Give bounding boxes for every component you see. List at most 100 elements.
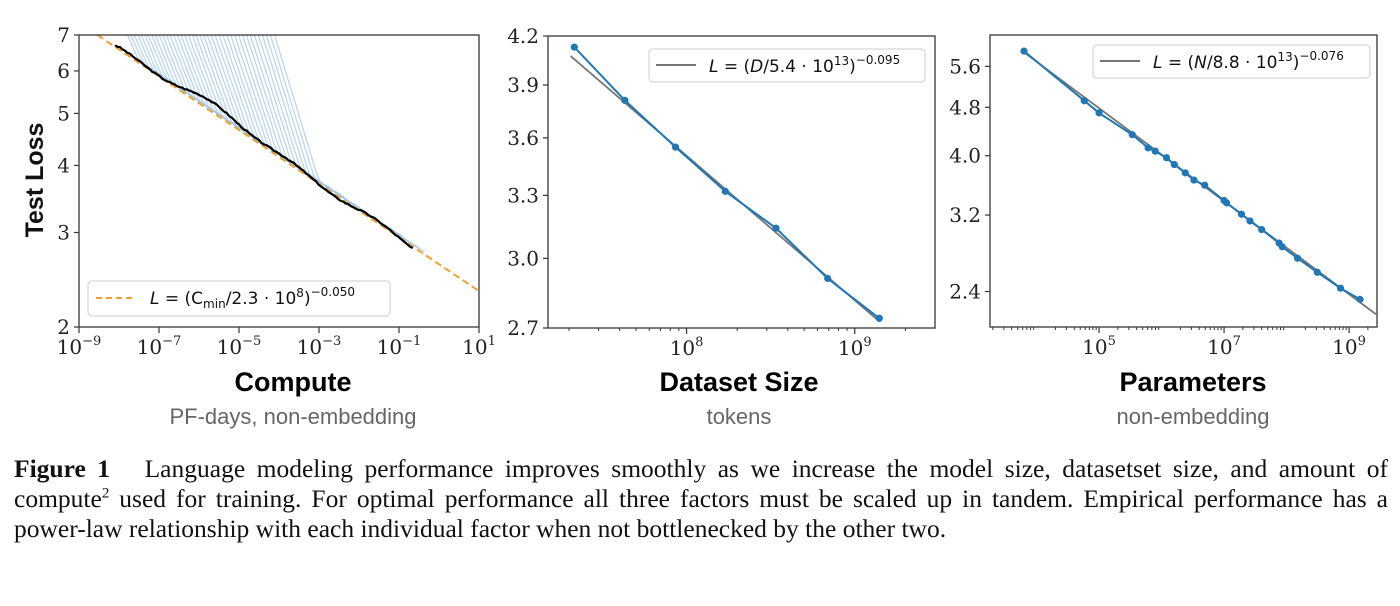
training-curve xyxy=(245,35,385,226)
legend-variable: N xyxy=(1194,53,1207,73)
legend-text-part: = ( xyxy=(1162,53,1194,73)
x-tick-label: 109 xyxy=(1332,334,1366,359)
caption-footnote-marker: 2 xyxy=(101,485,110,502)
x-tick-exponent: −7 xyxy=(162,334,181,349)
plot-frame xyxy=(78,34,480,328)
legend-superscript: −0.095 xyxy=(856,53,900,67)
legend-superscript: −0.050 xyxy=(311,285,355,299)
compute-efficient-frontier xyxy=(114,44,414,249)
plot-frame xyxy=(547,35,936,329)
x-tick-base: 10 xyxy=(838,336,863,360)
x-tick-exponent: 5 xyxy=(1108,334,1116,349)
data-series-line xyxy=(573,46,880,320)
y-tick-label: 4.8 xyxy=(949,95,981,119)
x-tick-exponent: 7 xyxy=(1233,334,1241,349)
x-tick-base: 10 xyxy=(1082,335,1107,359)
x-tick-label: 101 xyxy=(462,334,496,359)
legend-text-part: = (C xyxy=(159,289,203,309)
legend: L = (N/8.8 · 1013)−0.076 xyxy=(1092,44,1371,79)
x-tick-base: 10 xyxy=(217,335,242,359)
x-tick-base: 10 xyxy=(297,335,322,359)
training-curve xyxy=(222,35,348,201)
plot-frame xyxy=(989,34,1378,328)
plot-area xyxy=(569,43,883,323)
y-tick-label: 3.3 xyxy=(507,183,539,207)
y-tick-label: 4.2 xyxy=(507,24,539,48)
x-tick-label: 10−5 xyxy=(217,334,262,359)
compute-axis-subtitle: PF-days, non-embedding xyxy=(169,404,417,429)
x-tick-base: 10 xyxy=(57,335,82,359)
dataset-size-axis-subtitle: tokens xyxy=(706,404,772,429)
y-tick-label: 6 xyxy=(57,59,70,83)
legend-text-part: /8.8 · 10 xyxy=(1207,53,1278,73)
x-tick-exponent: −5 xyxy=(242,334,261,349)
legend: L = (Cmin/2.3 · 108)−0.050 xyxy=(87,280,391,317)
data-point xyxy=(1237,210,1246,218)
legend-text-part: ) xyxy=(304,289,311,309)
training-curve xyxy=(210,35,325,186)
x-tick-exponent: −1 xyxy=(402,334,421,349)
y-tick-label: 5.6 xyxy=(949,54,981,78)
data-point xyxy=(1162,154,1171,162)
y-tick-label: 3.6 xyxy=(507,126,539,150)
data-point xyxy=(721,187,729,195)
x-tick-exponent: 9 xyxy=(863,335,871,350)
training-curve xyxy=(273,35,425,253)
x-tick-exponent: 9 xyxy=(1358,334,1366,349)
data-point xyxy=(1336,284,1345,292)
data-point xyxy=(1020,47,1028,55)
training-curve xyxy=(158,35,243,131)
legend-text-part: L xyxy=(150,289,159,309)
x-tick-label: 10−1 xyxy=(377,334,422,359)
x-tick-base: 10 xyxy=(462,335,487,359)
legend-text-part: ) xyxy=(849,57,856,77)
legend-superscript: 13 xyxy=(1278,50,1293,64)
data-point xyxy=(824,274,832,283)
legend-superscript: 8 xyxy=(296,286,304,300)
data-point xyxy=(1313,268,1321,276)
legend: L = (D/5.4 · 1013)−0.095 xyxy=(648,48,926,83)
data-point xyxy=(671,143,680,151)
legend-text-part: /2.3 · 10 xyxy=(226,289,297,309)
data-point xyxy=(570,43,578,51)
data-point xyxy=(621,96,629,105)
y-tick-label: 3.9 xyxy=(507,73,539,97)
x-tick-exponent: 8 xyxy=(695,335,703,350)
y-tick-label: 3 xyxy=(57,220,70,244)
y-tick-label: 3.2 xyxy=(949,203,981,227)
x-tick-base: 10 xyxy=(377,335,402,359)
x-tick-label: 105 xyxy=(1082,334,1116,359)
x-tick-base: 10 xyxy=(1332,335,1357,359)
legend-text-part: ) xyxy=(1293,53,1300,73)
data-point xyxy=(1190,176,1198,184)
legend-superscript: −0.076 xyxy=(1299,49,1343,63)
y-tick-label: 2.7 xyxy=(507,316,539,340)
y-tick-label: 5 xyxy=(57,101,70,125)
training-curve xyxy=(218,35,339,195)
legend-superscript: 13 xyxy=(834,54,849,68)
dataset-size-axis-title: Dataset Size xyxy=(659,367,819,397)
plot-area xyxy=(1020,47,1377,316)
x-tick-label: 109 xyxy=(838,335,872,360)
data-point xyxy=(1223,199,1231,207)
data-series-line xyxy=(1023,50,1361,301)
training-curve xyxy=(180,35,284,159)
legend-box xyxy=(87,280,391,317)
data-point xyxy=(1151,147,1159,155)
caption-label: Figure 1 xyxy=(14,454,111,483)
x-tick-exponent: −9 xyxy=(82,334,101,349)
legend-label: L = (Cmin/2.3 · 108)−0.050 xyxy=(150,285,355,311)
caption-text-2: used for training. For optimal performan… xyxy=(14,484,1388,543)
x-tick-label: 10−9 xyxy=(57,334,102,359)
data-point xyxy=(1356,295,1364,303)
data-point xyxy=(1095,109,1103,117)
data-point xyxy=(1258,225,1266,234)
legend-label: L = (D/5.4 · 1013)−0.095 xyxy=(709,53,900,77)
y-tick-label: 2 xyxy=(57,315,70,339)
caption-text-1: Language modeling performance improves s… xyxy=(14,454,1388,513)
legend-text-part: /5.4 · 10 xyxy=(763,57,834,77)
x-tick-label: 108 xyxy=(670,335,704,360)
